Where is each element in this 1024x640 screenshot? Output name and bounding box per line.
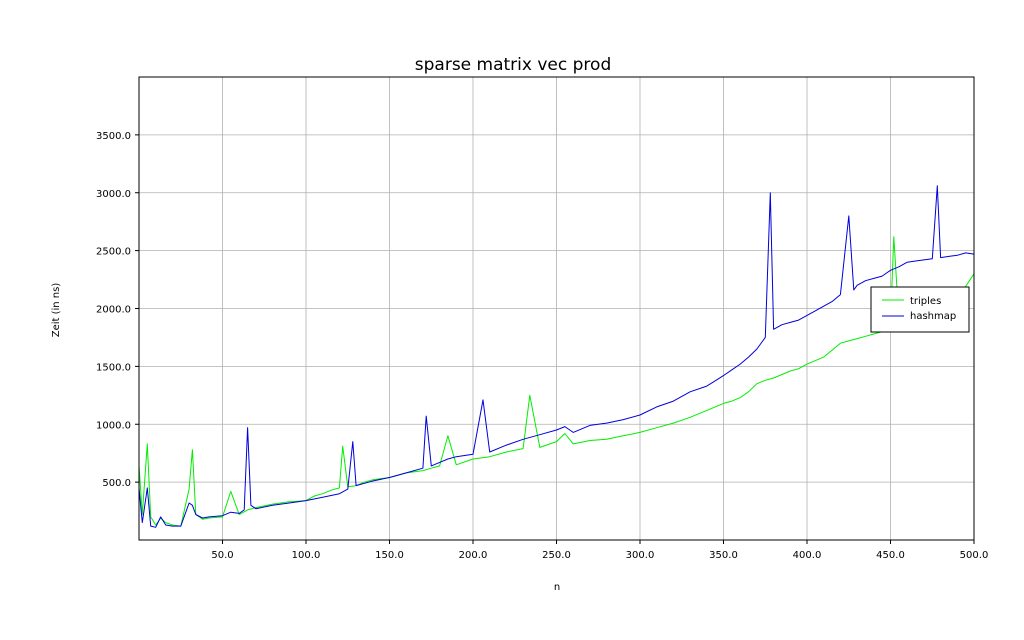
- y-tick-label: 1500.0: [96, 362, 131, 373]
- series-layer: [138, 185, 975, 528]
- y-tick-label: 3000.0: [96, 189, 131, 200]
- y-tick-label: 2000.0: [96, 305, 131, 316]
- y-axis-label: Zeit (in ns): [51, 283, 62, 338]
- x-tick-label: 200.0: [459, 550, 488, 561]
- legend: triples hashmap: [870, 286, 970, 333]
- y-tick-label: 3500.0: [96, 131, 131, 142]
- x-tick-label: 150.0: [375, 550, 404, 561]
- y-tick-label: 2500.0: [96, 247, 131, 258]
- x-axis-ticks: 50.0 100.0 150.0 200.0 250.0 300.0 350.0 400.0 4…: [211, 540, 988, 561]
- legend-box: [870, 286, 970, 333]
- y-tick-label: 1000.0: [96, 420, 131, 431]
- x-tick-label: 500.0: [960, 550, 989, 561]
- x-tick-label: 50.0: [211, 550, 233, 561]
- y-tick-label: 500.0: [102, 478, 131, 489]
- x-tick-label: 100.0: [292, 550, 321, 561]
- legend-label-triples: triples: [910, 296, 941, 307]
- y-axis-ticks: 500.0 1000.0 1500.0 2000.0 2500.0 3000.0 3500.…: [96, 131, 139, 489]
- x-tick-label: 350.0: [709, 550, 738, 561]
- legend-label-hashmap: hashmap: [910, 311, 956, 322]
- x-tick-label: 450.0: [876, 550, 905, 561]
- chart-title: sparse matrix vec prod: [415, 55, 611, 75]
- series-line-triples: [138, 236, 975, 527]
- x-axis-label: n: [554, 582, 560, 593]
- grid-lines: [139, 77, 975, 540]
- x-tick-label: 250.0: [542, 550, 571, 561]
- x-tick-label: 300.0: [626, 550, 655, 561]
- series-line-hashmap: [138, 185, 975, 528]
- x-tick-label: 400.0: [793, 550, 822, 561]
